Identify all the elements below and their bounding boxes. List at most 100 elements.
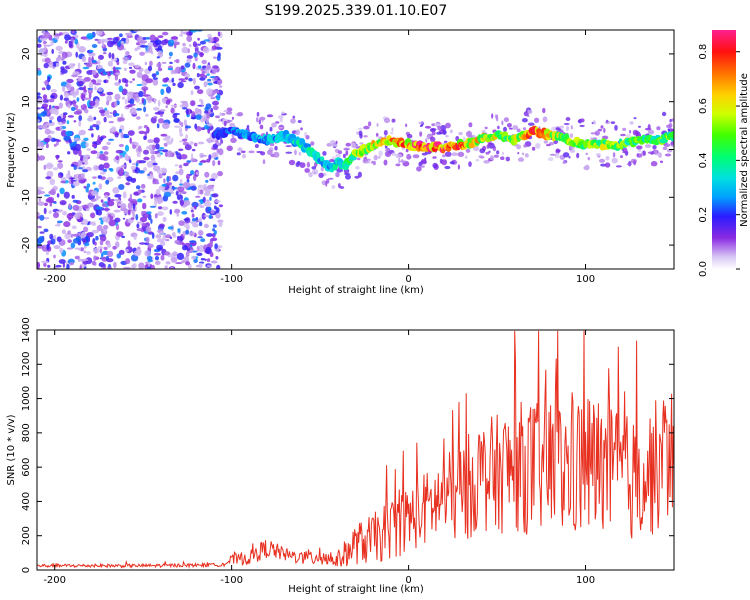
noise-speckle <box>182 42 187 47</box>
noise-speckle <box>106 91 114 96</box>
ridge-halo <box>246 124 250 129</box>
noise-speckle <box>77 159 82 166</box>
noise-speckle <box>207 33 212 38</box>
noise-speckle <box>109 127 117 133</box>
noise-speckle <box>38 236 44 243</box>
ridge-halo <box>497 125 500 130</box>
noise-speckle <box>77 75 83 78</box>
noise-speckle <box>212 67 218 74</box>
noise-speckle <box>173 41 180 46</box>
noise-speckle <box>138 125 143 129</box>
ridge-halo <box>432 156 437 159</box>
noise-speckle <box>128 159 132 164</box>
noise-speckle <box>133 191 140 196</box>
noise-speckle <box>74 38 78 45</box>
noise-speckle <box>167 226 174 230</box>
noise-speckle <box>96 79 102 83</box>
ridge-halo <box>655 153 662 156</box>
noise-speckle <box>158 147 165 150</box>
noise-speckle <box>94 86 97 91</box>
spectrogram-marks <box>37 30 674 269</box>
noise-speckle <box>125 258 131 265</box>
noise-speckle <box>212 160 216 167</box>
noise-speckle <box>123 266 131 269</box>
ridge-halo <box>220 139 224 144</box>
noise-speckle <box>153 137 160 144</box>
noise-speckle <box>98 183 103 190</box>
noise-speckle <box>67 104 71 109</box>
x-tick-label: -200 <box>43 274 66 285</box>
noise-speckle <box>157 170 161 174</box>
ridge-halo <box>443 140 448 143</box>
noise-speckle <box>146 95 153 101</box>
noise-speckle <box>59 247 64 254</box>
noise-speckle <box>107 266 112 269</box>
ridge-halo <box>614 124 618 131</box>
ridge-halo <box>331 185 336 189</box>
noise-speckle <box>120 131 124 139</box>
colorbar-tick-label: 0.8 <box>698 44 709 60</box>
noise-speckle <box>103 109 110 116</box>
noise-speckle <box>175 190 179 196</box>
noise-speckle <box>67 230 71 235</box>
noise-speckle <box>55 45 63 52</box>
noise-speckle <box>67 239 72 244</box>
noise-speckle <box>117 117 125 122</box>
noise-speckle <box>151 73 157 78</box>
noise-speckle <box>129 137 132 144</box>
ridge-halo <box>600 163 607 167</box>
ridge-halo <box>280 117 283 123</box>
noise-speckle <box>114 241 120 248</box>
noise-speckle <box>215 115 220 119</box>
noise-speckle <box>117 205 121 209</box>
noise-speckle <box>75 51 78 58</box>
noise-speckle <box>129 80 133 84</box>
noise-speckle <box>192 41 197 48</box>
ridge-halo <box>311 166 317 170</box>
ridge-halo <box>395 153 403 159</box>
noise-speckle <box>149 60 153 67</box>
y-tick-label: 400 <box>21 492 32 511</box>
noise-speckle <box>37 201 45 207</box>
noise-speckle <box>117 203 123 207</box>
noise-speckle <box>204 258 207 261</box>
noise-speckle <box>128 92 135 95</box>
noise-speckle <box>62 60 67 65</box>
ridge-mark <box>320 156 325 163</box>
noise-speckle <box>138 170 145 174</box>
noise-speckle <box>114 209 119 213</box>
noise-speckle <box>92 247 100 254</box>
noise-speckle <box>43 62 49 69</box>
ridge-halo <box>620 133 626 137</box>
noise-speckle <box>114 217 121 223</box>
ridge-halo <box>274 145 278 151</box>
noise-speckle <box>54 109 59 116</box>
noise-speckle <box>61 57 65 61</box>
noise-speckle <box>37 107 41 110</box>
noise-speckle <box>183 119 187 126</box>
noise-speckle <box>100 219 104 225</box>
noise-speckle <box>133 235 137 241</box>
noise-speckle <box>151 264 155 269</box>
ridge-halo <box>345 150 349 156</box>
snr-y-ticks: 0 200 400 600 800 1000 1200 1400 <box>21 317 674 573</box>
noise-speckle <box>38 155 46 161</box>
noise-speckle <box>200 238 206 243</box>
noise-speckle <box>206 64 212 71</box>
noise-speckle <box>87 202 94 208</box>
noise-speckle <box>185 229 190 235</box>
noise-speckle <box>212 105 219 111</box>
ridge-halo <box>219 112 222 117</box>
noise-speckle <box>187 263 192 269</box>
noise-speckle <box>185 134 189 140</box>
noise-speckle <box>37 92 41 96</box>
noise-speckle <box>49 116 55 120</box>
x-tick-label: 100 <box>576 575 595 586</box>
noise-speckle <box>182 138 188 142</box>
noise-speckle <box>46 243 50 251</box>
ridge-halo <box>563 123 570 125</box>
noise-speckle <box>171 77 175 83</box>
noise-speckle <box>195 114 202 120</box>
noise-speckle <box>106 242 112 248</box>
noise-speckle <box>161 206 169 211</box>
